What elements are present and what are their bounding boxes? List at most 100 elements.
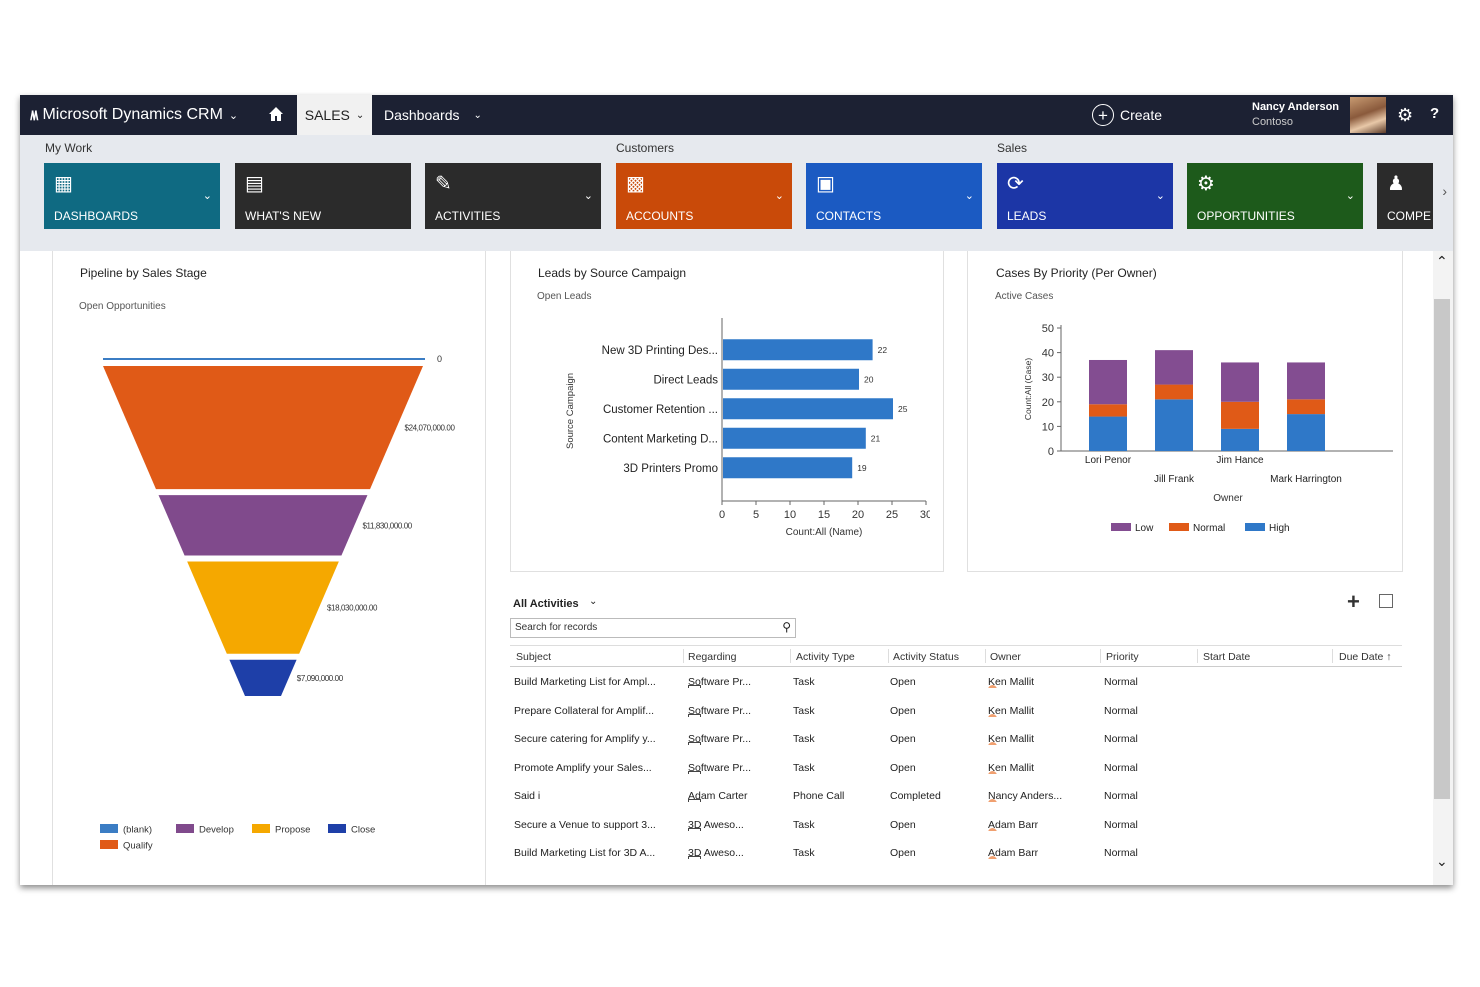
cell-subject[interactable]: Secure a Venue to support 3... xyxy=(514,819,656,831)
cell-owner[interactable]: Adam Barr xyxy=(988,819,1038,831)
cell-priority-text: Normal xyxy=(1104,790,1138,802)
search-icon[interactable]: ⚲ xyxy=(782,620,791,634)
chevron-down-icon[interactable]: ⌄ xyxy=(583,190,593,202)
category-label: New 3D Printing Des... xyxy=(602,345,718,357)
user-info[interactable]: Nancy Anderson Contoso xyxy=(1252,100,1342,130)
tile-activities[interactable]: ✎ ACTIVITIES ⌄ xyxy=(425,163,601,229)
tile-accounts[interactable]: ▩ ACCOUNTS ⌄ xyxy=(616,163,792,229)
tile-contacts[interactable]: ▣ CONTACTS ⌄ xyxy=(806,163,982,229)
cell-activity-status-text: Open xyxy=(890,847,916,859)
category-label: Jill Frank xyxy=(1154,474,1195,485)
table-row[interactable]: Said i Adam Carter Phone Call Completed Nanc… xyxy=(510,781,1402,810)
divider xyxy=(52,251,53,885)
area-selector-sales[interactable]: SALES ⌄ xyxy=(297,95,372,135)
column-header-priority[interactable]: Priority xyxy=(1106,651,1139,663)
create-button[interactable]: + Create xyxy=(1092,95,1162,135)
add-record-button[interactable]: + xyxy=(1347,589,1360,614)
tile-competitors[interactable]: ♟ COMPE xyxy=(1377,163,1433,229)
bar-value-label: 21 xyxy=(871,433,881,443)
column-header-due-date[interactable]: Due Date ↑ xyxy=(1339,651,1392,663)
cell-regarding[interactable]: 3D Aweso... xyxy=(688,847,744,859)
cell-subject[interactable]: Prepare Collateral for Amplif... xyxy=(514,705,654,717)
cell-subject[interactable]: Build Marketing List for 3D A... xyxy=(514,847,655,859)
table-row[interactable]: Secure catering for Amplify y... Software… xyxy=(510,724,1402,753)
grid-view-icon[interactable] xyxy=(1379,594,1393,608)
column-header-start-date[interactable]: Start Date xyxy=(1203,651,1251,663)
stacked-bar-segment-low xyxy=(1089,359,1127,405)
table-row[interactable]: Build Marketing List for 3D A... 3D Aweso… xyxy=(510,838,1402,867)
cell-owner-text: Ken Mallit xyxy=(988,761,1035,774)
table-row[interactable]: Prepare Collateral for Amplif... Software… xyxy=(510,696,1402,725)
stacked-bar-segment-normal xyxy=(1287,399,1325,415)
cell-regarding[interactable]: Adam Carter xyxy=(688,790,748,802)
cell-priority-text: Normal xyxy=(1104,818,1138,831)
table-row[interactable]: Promote Amplify your Sales... Software Pr… xyxy=(510,753,1402,782)
table-row[interactable]: Secure a Venue to support 3... 3D Aweso..… xyxy=(510,810,1402,839)
grid-header: Subject Regarding Activity Type Activity… xyxy=(510,645,1402,667)
leads-card-border xyxy=(510,251,944,572)
cell-subject[interactable]: Secure catering for Amplify y... xyxy=(514,733,656,745)
cell-subject[interactable]: Said i xyxy=(514,790,540,802)
cell-activity-type: Task xyxy=(793,762,815,774)
help-icon[interactable]: ? xyxy=(1430,105,1440,122)
cell-subject[interactable]: Promote Amplify your Sales... xyxy=(514,762,652,774)
leads-bar-chart[interactable]: 22 New 3D Printing Des... 20 Direct Leads 25… xyxy=(530,311,930,551)
app-menu-button[interactable]: /\/\ Microsoft Dynamics CRM ⌄ xyxy=(30,95,238,135)
cell-owner[interactable]: Ken Mallit xyxy=(988,705,1034,717)
home-icon[interactable] xyxy=(268,106,284,122)
cell-owner[interactable]: Nancy Anders... xyxy=(988,790,1062,802)
breadcrumb-dashboards[interactable]: Dashboards ⌄ xyxy=(384,95,482,135)
cell-regarding[interactable]: Software Pr... xyxy=(688,676,751,688)
cell-owner[interactable]: Adam Barr xyxy=(988,847,1038,859)
cell-regarding[interactable]: Software Pr... xyxy=(688,733,751,745)
chevron-down-icon[interactable]: ⌄ xyxy=(1155,190,1165,202)
chevron-right-icon[interactable]: › xyxy=(1442,183,1447,199)
search-input[interactable]: Search for records ⚲ xyxy=(510,618,796,638)
chevron-down-icon[interactable]: ⌄ xyxy=(589,596,598,607)
column-header-activity-type[interactable]: Activity Type xyxy=(796,651,855,663)
scrollbar-thumb[interactable] xyxy=(1434,299,1450,799)
cell-activity-status-text: Open xyxy=(890,818,916,831)
cell-owner[interactable]: Ken Mallit xyxy=(988,733,1034,745)
cell-activity-type: Task xyxy=(793,733,815,745)
chevron-up-icon[interactable]: ⌃ xyxy=(1436,253,1448,269)
tile-whats-new[interactable]: ▤ WHAT'S NEW xyxy=(235,163,411,229)
user-presence-icon xyxy=(988,799,997,802)
gear-icon[interactable]: ⚙ xyxy=(1397,105,1414,125)
chevron-down-icon[interactable]: ⌄ xyxy=(1345,190,1355,202)
scrollbar[interactable]: ⌃ ⌄ xyxy=(1433,251,1453,885)
cell-regarding[interactable]: 3D Aweso... xyxy=(688,819,744,831)
column-header-activity-status[interactable]: Activity Status xyxy=(893,651,959,663)
chevron-down-icon[interactable]: ⌄ xyxy=(202,190,212,202)
cell-owner[interactable]: Ken Mallit xyxy=(988,762,1034,774)
tile-opportunities[interactable]: ⚙ OPPORTUNITIES ⌄ xyxy=(1187,163,1363,229)
cell-subject[interactable]: Build Marketing List for Ampl... xyxy=(514,676,656,688)
stacked-bar-segment-normal xyxy=(1221,401,1259,429)
x-axis-title: Count:All (Name) xyxy=(786,527,863,538)
x-tick-label: 10 xyxy=(784,509,796,521)
cell-priority: Normal xyxy=(1104,733,1138,745)
column-header-owner[interactable]: Owner xyxy=(990,651,1021,663)
stacked-bar-segment-high xyxy=(1089,416,1127,451)
cell-regarding[interactable]: Software Pr... xyxy=(688,762,751,774)
pipeline-funnel-chart[interactable]: 0 $24,070,000.00 $11,830,000.00 $18,030,000… xyxy=(60,346,480,866)
chevron-down-icon[interactable]: ⌄ xyxy=(964,190,974,202)
table-row[interactable]: Build Marketing List for Ampl... Software… xyxy=(510,667,1402,696)
cases-stacked-bar-chart[interactable]: 0 10 20 30 40 50 Lori Penor Jill Frank Jim Hance… xyxy=(985,311,1395,551)
view-selector-label[interactable]: All Activities xyxy=(513,598,579,610)
tile-leads[interactable]: ⟳ LEADS ⌄ xyxy=(997,163,1173,229)
column-header-subject[interactable]: Subject xyxy=(516,651,552,663)
record-icon xyxy=(688,770,701,774)
column-header-regarding[interactable]: Regarding xyxy=(688,651,737,663)
tile-dashboards[interactable]: ▦ DASHBOARDS ⌄ xyxy=(44,163,220,229)
avatar[interactable] xyxy=(1350,97,1386,133)
cell-regarding-text: Adam Carter xyxy=(688,790,748,802)
cell-activity-status-text: Open xyxy=(890,704,916,717)
chevron-down-icon[interactable]: ⌄ xyxy=(1436,853,1448,869)
cell-regarding[interactable]: Software Pr... xyxy=(688,705,751,717)
cell-activity-type-text: Phone Call xyxy=(793,790,845,802)
chevron-down-icon[interactable]: ⌄ xyxy=(774,190,784,202)
cell-owner[interactable]: Ken Mallit xyxy=(988,676,1034,688)
cell-activity-type: Task xyxy=(793,705,815,717)
contacts-icon: ▣ xyxy=(816,173,835,195)
